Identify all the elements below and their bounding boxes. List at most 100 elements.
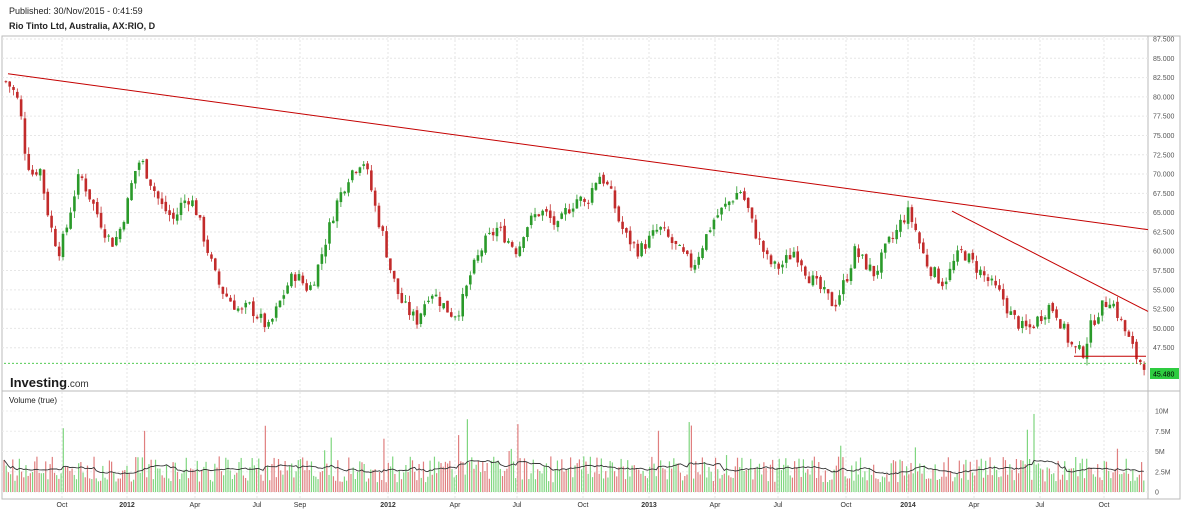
- candle-body: [796, 251, 799, 263]
- candle-body: [937, 268, 940, 284]
- time-tick-label: Oct: [841, 502, 852, 509]
- candle-body: [411, 311, 415, 316]
- candle-body: [823, 287, 826, 290]
- price-tick-label: 67.500: [1153, 191, 1175, 198]
- price-tick-label: 70.000: [1153, 172, 1175, 179]
- candle-body: [963, 251, 967, 261]
- candle-body: [76, 174, 80, 195]
- candle-body: [708, 230, 712, 233]
- price-tick-label: 80.000: [1153, 94, 1175, 101]
- candle-body: [305, 283, 308, 291]
- price-tick-label: 82.500: [1153, 75, 1175, 82]
- candle-body: [134, 171, 137, 184]
- candle-body: [815, 276, 819, 279]
- candle-body: [1100, 300, 1104, 316]
- candle-body: [777, 263, 780, 269]
- price-candles: [4, 80, 1146, 376]
- candle-body: [1043, 317, 1047, 320]
- candle-body: [255, 316, 259, 319]
- candle-body: [583, 198, 586, 202]
- candle-body: [628, 230, 632, 245]
- candle-body: [427, 300, 430, 303]
- time-tick-label: Jul: [1036, 502, 1045, 509]
- candle-body: [590, 188, 594, 203]
- candle-body: [111, 237, 114, 247]
- candle-body: [1135, 341, 1138, 360]
- candle-body: [666, 229, 670, 237]
- volume-moving-average: [3, 459, 1144, 476]
- candle-body: [682, 247, 685, 252]
- candle-body: [625, 228, 628, 233]
- candle-body: [735, 192, 739, 200]
- candle-body: [259, 313, 263, 318]
- candle-body: [895, 229, 898, 240]
- candle-body: [1062, 323, 1066, 329]
- candle-body: [834, 304, 838, 307]
- candle-body: [994, 280, 997, 286]
- candle-body: [941, 281, 944, 287]
- candle-body: [23, 118, 27, 154]
- candle-body: [655, 229, 659, 232]
- candle-body: [366, 163, 369, 170]
- price-tick-label: 77.500: [1153, 114, 1175, 121]
- candle-body: [114, 236, 118, 246]
- candle-body: [743, 191, 746, 200]
- candle-body: [461, 293, 465, 317]
- time-tick-label: Oct: [57, 502, 68, 509]
- candle-body: [415, 310, 419, 325]
- candle-body: [640, 243, 643, 257]
- candle-body: [252, 301, 255, 317]
- candle-body: [663, 227, 666, 229]
- candle-body: [773, 261, 777, 264]
- candle-body: [1093, 320, 1096, 325]
- candle-body: [16, 91, 19, 98]
- grid-lines: [2, 36, 1148, 499]
- candle-body: [213, 258, 217, 271]
- price-tick-label: 75.000: [1153, 133, 1175, 140]
- candle-body: [187, 201, 190, 205]
- candle-body: [206, 239, 209, 253]
- candle-body: [446, 300, 449, 313]
- candle-body: [971, 252, 975, 260]
- candle-body: [465, 285, 468, 297]
- candle-body: [571, 208, 575, 212]
- candle-body: [1020, 320, 1024, 329]
- candle-body: [503, 225, 506, 243]
- price-tick-label: 50.000: [1153, 326, 1175, 333]
- candle-body: [1036, 316, 1039, 327]
- candle-body: [910, 207, 914, 223]
- time-tick-label: 2014: [900, 502, 916, 509]
- candle-body: [587, 202, 590, 204]
- candle-body: [408, 301, 411, 316]
- candle-body: [720, 207, 723, 215]
- candle-body: [739, 191, 742, 193]
- candle-body: [948, 268, 952, 281]
- candle-body: [404, 301, 407, 303]
- candle-body: [784, 255, 788, 263]
- candle-body: [902, 220, 906, 223]
- candle-body: [453, 316, 457, 318]
- candle-body: [335, 200, 339, 222]
- candle-body: [925, 254, 929, 267]
- candle-body: [389, 258, 392, 271]
- candle-body: [472, 259, 476, 274]
- candle-body: [545, 209, 548, 212]
- candle-body: [324, 244, 327, 257]
- candle-body: [175, 214, 179, 221]
- candle-body: [1131, 335, 1134, 344]
- price-tick-label: 60.000: [1153, 249, 1175, 256]
- candle-body: [518, 246, 522, 256]
- candle-body: [351, 170, 354, 181]
- candle-body: [548, 210, 552, 218]
- candle-body: [290, 273, 293, 287]
- candle-body: [1040, 316, 1043, 322]
- volume-bars: [3, 413, 1145, 492]
- candle-body: [153, 186, 156, 192]
- candle-body: [484, 235, 487, 253]
- candle-body: [613, 190, 617, 209]
- candle-body: [92, 199, 95, 204]
- candle-body: [194, 200, 198, 216]
- volume-pane-label: Volume (true): [9, 396, 57, 405]
- volume-axis-ticks: 10M 7.5M 5M 2.5M 0: [1155, 409, 1171, 497]
- candle-body: [499, 226, 503, 228]
